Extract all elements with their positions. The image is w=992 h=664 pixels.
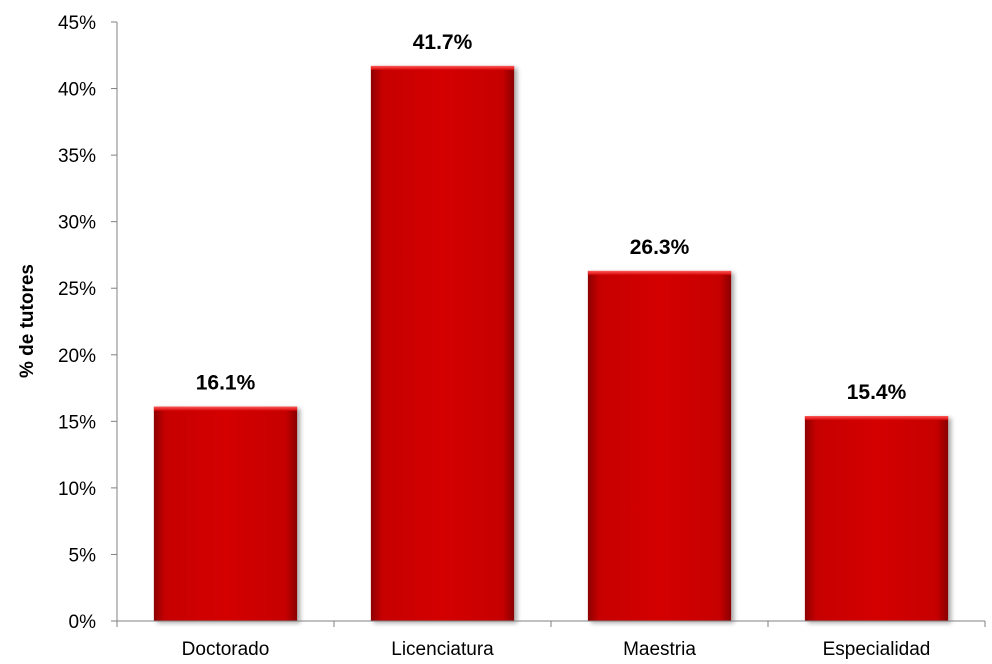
bar-value-label: 16.1% bbox=[196, 372, 256, 395]
x-category-label: Maestria bbox=[623, 639, 696, 660]
y-tick-label: 15% bbox=[58, 412, 96, 433]
bar-group: 26.3% bbox=[587, 236, 732, 621]
x-category-label: Especialidad bbox=[823, 639, 931, 660]
y-tick-label: 40% bbox=[58, 80, 96, 101]
bar-group: 16.1% bbox=[153, 372, 298, 621]
x-category-label: Doctorado bbox=[182, 639, 270, 660]
y-tick-label: 10% bbox=[58, 479, 96, 500]
bar-top-highlight bbox=[153, 406, 298, 411]
y-axis: 0% 5% 10% 15% 20% 25% 30% 35% 40% 45% bbox=[58, 13, 118, 633]
y-tick-label: 5% bbox=[69, 545, 97, 566]
y-tick-label: 35% bbox=[58, 146, 96, 167]
y-tick-label: 45% bbox=[58, 13, 96, 34]
bar bbox=[804, 416, 949, 621]
bar bbox=[370, 65, 515, 622]
bar-group: 41.7% bbox=[370, 31, 515, 622]
y-tick-label: 0% bbox=[69, 612, 97, 633]
x-axis: Doctorado Licenciatura Maestria Especialida… bbox=[116, 620, 986, 660]
bar-value-label: 41.7% bbox=[413, 31, 473, 54]
bar-group: 15.4% bbox=[804, 381, 949, 621]
y-tick-label: 20% bbox=[58, 346, 96, 367]
y-axis-title: % de tutores bbox=[17, 264, 38, 378]
bar bbox=[153, 406, 298, 621]
y-tick-label: 30% bbox=[58, 213, 96, 234]
bar bbox=[587, 270, 732, 621]
bar-top-highlight bbox=[370, 65, 515, 70]
bar-series: 16.1% 41.7% 26.3% 15.4% bbox=[153, 31, 949, 622]
y-tick-label: 25% bbox=[58, 279, 96, 300]
bar-top-highlight bbox=[804, 416, 949, 421]
bar-value-label: 15.4% bbox=[847, 381, 907, 404]
bar-top-highlight bbox=[587, 270, 732, 275]
x-category-label: Licenciatura bbox=[391, 639, 494, 660]
bar-value-label: 26.3% bbox=[630, 236, 690, 259]
